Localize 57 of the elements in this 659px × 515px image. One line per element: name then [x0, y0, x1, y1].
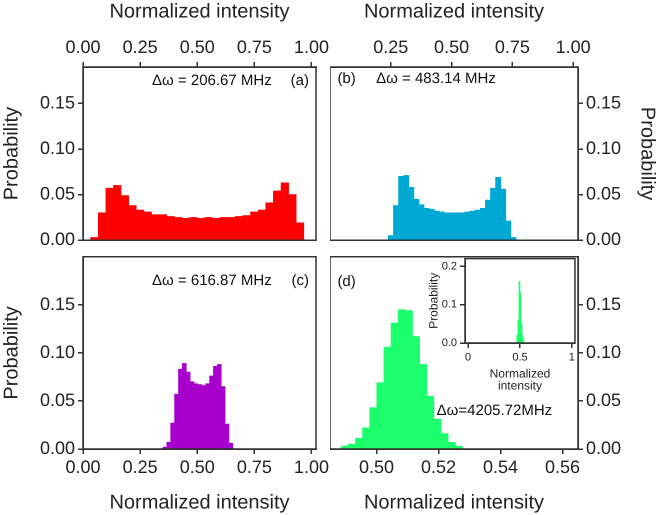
- y-tick-label: 0.10: [40, 342, 75, 362]
- y-tick-label: 0.0: [442, 337, 457, 350]
- y2-tick-label: 0.05: [586, 184, 622, 204]
- x-tick-label: 0.50: [358, 456, 394, 477]
- x-tick-label: 0.54: [482, 456, 518, 477]
- y-tick-label: 0.05: [40, 184, 75, 204]
- y-tick-label: 0.1: [442, 298, 457, 311]
- y2-axis-title: Probability: [636, 106, 658, 200]
- y2-tick-label: 0.10: [586, 342, 622, 362]
- y-axis-title: Probability: [0, 106, 23, 200]
- x-tick-label: 0.25: [122, 456, 158, 477]
- x-tick-label: 0.50: [434, 37, 470, 58]
- annotation: (d): [337, 272, 356, 290]
- x-tick-label: 0.56: [544, 456, 580, 477]
- annotation: (a): [290, 72, 310, 89]
- x-axis-title: Normalized intensity: [364, 0, 544, 23]
- annotation: Δω = 616.87 MHz: [152, 272, 272, 289]
- annotation: (c): [292, 272, 310, 289]
- x-tick-label: 1.00: [294, 37, 329, 58]
- y-tick-label: 0.15: [40, 92, 75, 112]
- x-tick-label: 0.50: [180, 456, 215, 477]
- y-tick-label: 0.15: [40, 294, 75, 314]
- x-tick-label: 0.52: [420, 456, 456, 477]
- y2-tick-label: 0.00: [586, 229, 622, 250]
- annotation: Δω = 206.67 MHz: [152, 72, 272, 89]
- y-tick-label: 0.10: [40, 138, 75, 158]
- x-tick-label: 0: [465, 352, 472, 364]
- y2-tick-label: 0.10: [586, 138, 622, 158]
- y2-tick-label: 0.00: [586, 438, 622, 458]
- y-tick-label: 0.00: [40, 438, 75, 458]
- y-tick-label: 0.05: [40, 390, 75, 410]
- y-axis-title: Probability: [0, 306, 23, 400]
- annotation: Δω = 483.14 MHz: [376, 70, 496, 87]
- y2-tick-label: 0.15: [586, 92, 622, 112]
- x-tick-label: 0.00: [65, 456, 101, 477]
- x-tick-label: 0.25: [373, 37, 408, 58]
- x-axis-title: Normalized intensity: [364, 492, 544, 514]
- x-tick-label: 0.00: [65, 37, 101, 58]
- x-axis-title: Normalized intensity: [490, 366, 550, 392]
- y-axis-title: Probability: [426, 272, 440, 329]
- x-tick-label: 0.75: [236, 456, 272, 477]
- y2-tick-label: 0.15: [586, 294, 622, 314]
- y2-tick-label: 0.05: [586, 390, 622, 410]
- annotation: Δω=4205.72MHz: [436, 402, 552, 419]
- y-tick-label: 0.2: [442, 260, 457, 272]
- x-axis-title: Normalized intensity: [109, 0, 290, 23]
- x-tick-label: 0.25: [122, 37, 158, 58]
- annotation: (b): [337, 70, 356, 87]
- x-tick-label: 1: [568, 352, 575, 364]
- x-tick-label: 1.00: [294, 456, 329, 477]
- y-tick-label: 0.00: [40, 229, 75, 250]
- x-tick-label: 1.00: [556, 37, 591, 58]
- x-tick-label: 0.5: [512, 352, 528, 364]
- x-tick-label: 0.75: [494, 37, 530, 58]
- x-tick-label: 0.75: [236, 37, 272, 58]
- x-tick-label: 0.50: [180, 37, 215, 58]
- x-axis-title: Normalized intensity: [109, 492, 290, 514]
